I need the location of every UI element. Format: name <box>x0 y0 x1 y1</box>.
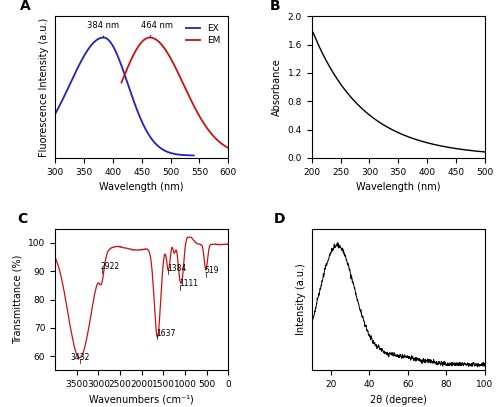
Text: 3432: 3432 <box>70 353 89 362</box>
Text: D: D <box>274 212 285 226</box>
Text: B: B <box>270 0 280 13</box>
Text: 384 nm: 384 nm <box>88 21 120 37</box>
Text: 464 nm: 464 nm <box>140 21 172 37</box>
Text: 1111: 1111 <box>179 279 198 288</box>
X-axis label: Wavelength (nm): Wavelength (nm) <box>356 182 440 192</box>
Y-axis label: Intensity (a.u.): Intensity (a.u.) <box>296 264 306 335</box>
Legend: EX, EM: EX, EM <box>182 21 224 49</box>
X-axis label: 2θ (degree): 2θ (degree) <box>370 395 426 405</box>
Text: 1637: 1637 <box>156 329 176 338</box>
Text: C: C <box>17 212 27 226</box>
Text: 1384: 1384 <box>167 264 186 273</box>
X-axis label: Wavenumbers (cm⁻¹): Wavenumbers (cm⁻¹) <box>90 395 194 405</box>
Y-axis label: Absorbance: Absorbance <box>272 58 282 116</box>
Y-axis label: Fluorescence Intensity (a.u.): Fluorescence Intensity (a.u.) <box>40 18 50 157</box>
Y-axis label: Transmittance (%): Transmittance (%) <box>12 255 22 344</box>
Text: 519: 519 <box>204 267 219 276</box>
Text: 2922: 2922 <box>100 262 119 271</box>
Text: A: A <box>20 0 31 13</box>
X-axis label: Wavelength (nm): Wavelength (nm) <box>100 182 184 192</box>
